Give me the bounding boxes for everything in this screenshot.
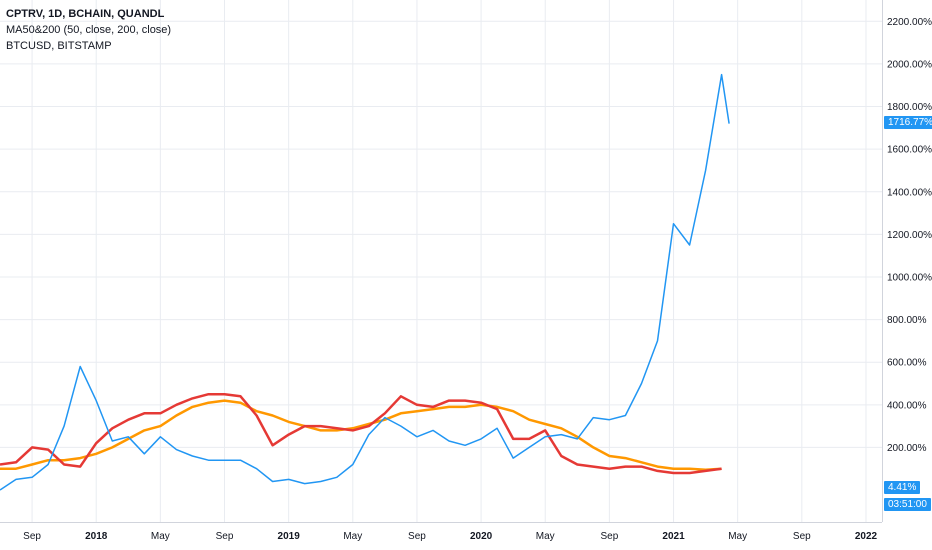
y-tick-label: 1200.00%: [887, 230, 932, 241]
y-tick-label: 1600.00%: [887, 145, 932, 156]
y-tick-label: 800.00%: [887, 315, 927, 326]
y-tick-label: 200.00%: [887, 443, 927, 454]
x-tick-label: May: [728, 531, 747, 542]
small-value-tag: 4.41%: [884, 481, 921, 495]
x-tick-label: May: [151, 531, 170, 542]
x-tick-label: Sep: [600, 531, 618, 542]
x-tick-label: 2022: [855, 531, 878, 542]
chart-legend: CPTRV, 1D, BCHAIN, QUANDL MA50&200 (50, …: [6, 6, 171, 54]
series-line-ma200: [0, 399, 722, 472]
series-line-ma50: [0, 392, 722, 475]
x-tick-label: Sep: [216, 531, 234, 542]
x-tick-label: 2019: [278, 531, 301, 542]
x-tick-label: Sep: [408, 531, 426, 542]
legend-symbol: CPTRV, 1D, BCHAIN, QUANDL: [6, 8, 165, 20]
x-tick-label: 2020: [470, 531, 493, 542]
series-line-cptrv: [0, 73, 730, 491]
y-tick-label: 1000.00%: [887, 272, 932, 283]
x-tick-label: 2018: [85, 531, 108, 542]
x-tick-label: May: [536, 531, 555, 542]
y-tick-label: 600.00%: [887, 358, 927, 369]
legend-indicator: MA50&200 (50, close, 200, close): [6, 24, 172, 36]
y-tick-label: 1800.00%: [887, 102, 932, 113]
legend-compare-symbol: BTCUSD, BITSTAMP: [6, 40, 112, 52]
y-tick-label: 2200.00%: [887, 17, 932, 28]
x-tick-label: Sep: [23, 531, 41, 542]
x-tick-label: 2021: [662, 531, 685, 542]
last-value-tag: 1716.77%: [884, 115, 932, 129]
countdown-tag: 03:51:00: [884, 498, 931, 512]
x-tick-label: May: [343, 531, 362, 542]
y-tick-label: 400.00%: [887, 400, 927, 411]
y-tick-label: 2000.00%: [887, 59, 932, 70]
y-tick-label: 1400.00%: [887, 187, 932, 198]
x-tick-label: Sep: [793, 531, 811, 542]
